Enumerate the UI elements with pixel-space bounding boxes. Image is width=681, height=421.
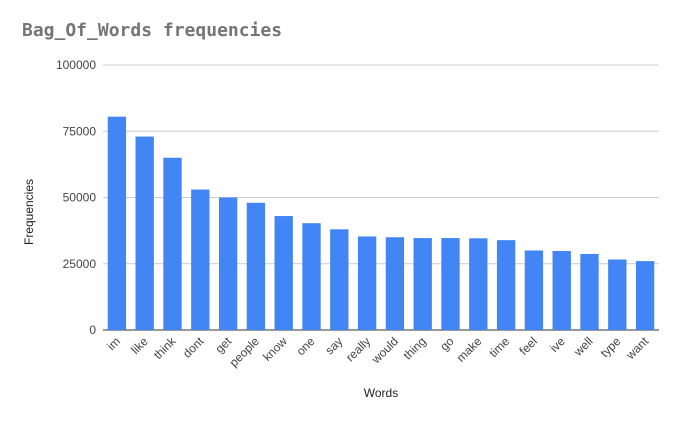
bar-time bbox=[496, 240, 516, 330]
bar-say bbox=[330, 229, 349, 330]
bar-know bbox=[274, 216, 293, 330]
bar-people bbox=[246, 202, 266, 330]
x-tick-label: want bbox=[623, 334, 652, 363]
bars bbox=[107, 116, 655, 330]
bar-dont bbox=[191, 189, 210, 330]
bar-feel bbox=[524, 250, 544, 330]
y-tick-label: 100000 bbox=[56, 58, 96, 72]
x-tick-label: think bbox=[151, 334, 180, 363]
bar-one bbox=[302, 223, 321, 330]
bar-type bbox=[608, 259, 627, 330]
x-tick-label: one bbox=[294, 334, 318, 358]
bar-want bbox=[635, 261, 655, 330]
bar-get bbox=[218, 197, 238, 330]
x-tick-label: know bbox=[260, 334, 290, 364]
x-tick-label: im bbox=[104, 334, 123, 353]
y-tick-label: 75000 bbox=[63, 124, 97, 138]
bar-really bbox=[357, 236, 377, 330]
bar-would bbox=[385, 237, 405, 330]
x-tick-label: like bbox=[128, 334, 151, 357]
y-tick-labels: 0 25000 50000 75000 100000 bbox=[56, 58, 96, 337]
bar-go bbox=[441, 238, 460, 330]
x-tick-label: ive bbox=[547, 334, 568, 355]
x-axis-title: Words bbox=[364, 386, 398, 400]
bar-im bbox=[107, 116, 127, 330]
x-tick-label: dont bbox=[180, 334, 207, 361]
x-tick-label: would bbox=[368, 334, 401, 367]
x-tick-label: really bbox=[343, 334, 373, 364]
gridlines bbox=[103, 64, 659, 331]
x-tick-label: get bbox=[213, 334, 235, 356]
x-tick-label: thing bbox=[401, 334, 429, 362]
x-tick-label: feel bbox=[516, 334, 540, 358]
bar-thing bbox=[413, 238, 432, 330]
y-axis-title: Frequencies bbox=[22, 179, 36, 245]
x-tick-label: type bbox=[597, 334, 623, 360]
x-tick-label: people bbox=[227, 334, 263, 370]
bar-think bbox=[163, 157, 182, 330]
y-tick-label: 25000 bbox=[63, 257, 97, 271]
x-tick-label: well bbox=[570, 334, 595, 359]
y-tick-label: 0 bbox=[89, 323, 96, 337]
bar-ive bbox=[552, 251, 571, 330]
x-tick-label: say bbox=[322, 334, 345, 357]
chart-title: Bag_Of_Words frequencies bbox=[22, 20, 283, 41]
bar-make bbox=[469, 238, 488, 330]
x-tick-label: time bbox=[486, 334, 512, 360]
x-tick-label: go bbox=[437, 334, 457, 354]
bar-like bbox=[135, 136, 154, 330]
y-tick-label: 50000 bbox=[63, 191, 97, 205]
x-tick-label: make bbox=[454, 334, 485, 365]
bar-well bbox=[580, 253, 599, 330]
